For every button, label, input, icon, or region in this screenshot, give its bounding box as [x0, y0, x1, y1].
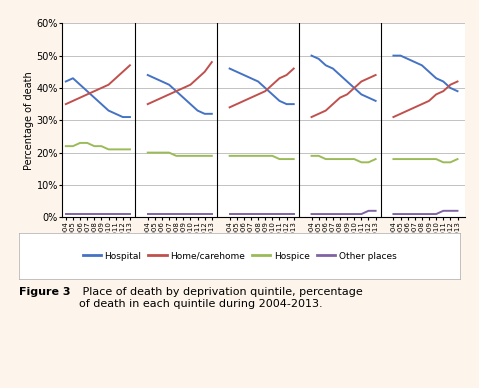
Y-axis label: Percentage of death: Percentage of death — [24, 71, 34, 170]
Legend: Hospital, Home/carehome, Hospice, Other places: Hospital, Home/carehome, Hospice, Other … — [79, 248, 400, 264]
Text: Place of death by deprivation quintile, percentage
of death in each quintile dur: Place of death by deprivation quintile, … — [79, 287, 363, 309]
Text: 1 - least deprived: 1 - least deprived — [61, 242, 135, 251]
Text: 3: 3 — [259, 242, 264, 251]
Text: 4: 4 — [341, 242, 346, 251]
Text: 5 - most
deprived: 5 - most deprived — [407, 242, 444, 262]
Text: Palce of death and deprivation quintile: Palce of death and deprivation quintile — [169, 260, 358, 270]
Text: Figure 3: Figure 3 — [19, 287, 71, 297]
Text: 2: 2 — [177, 242, 182, 251]
